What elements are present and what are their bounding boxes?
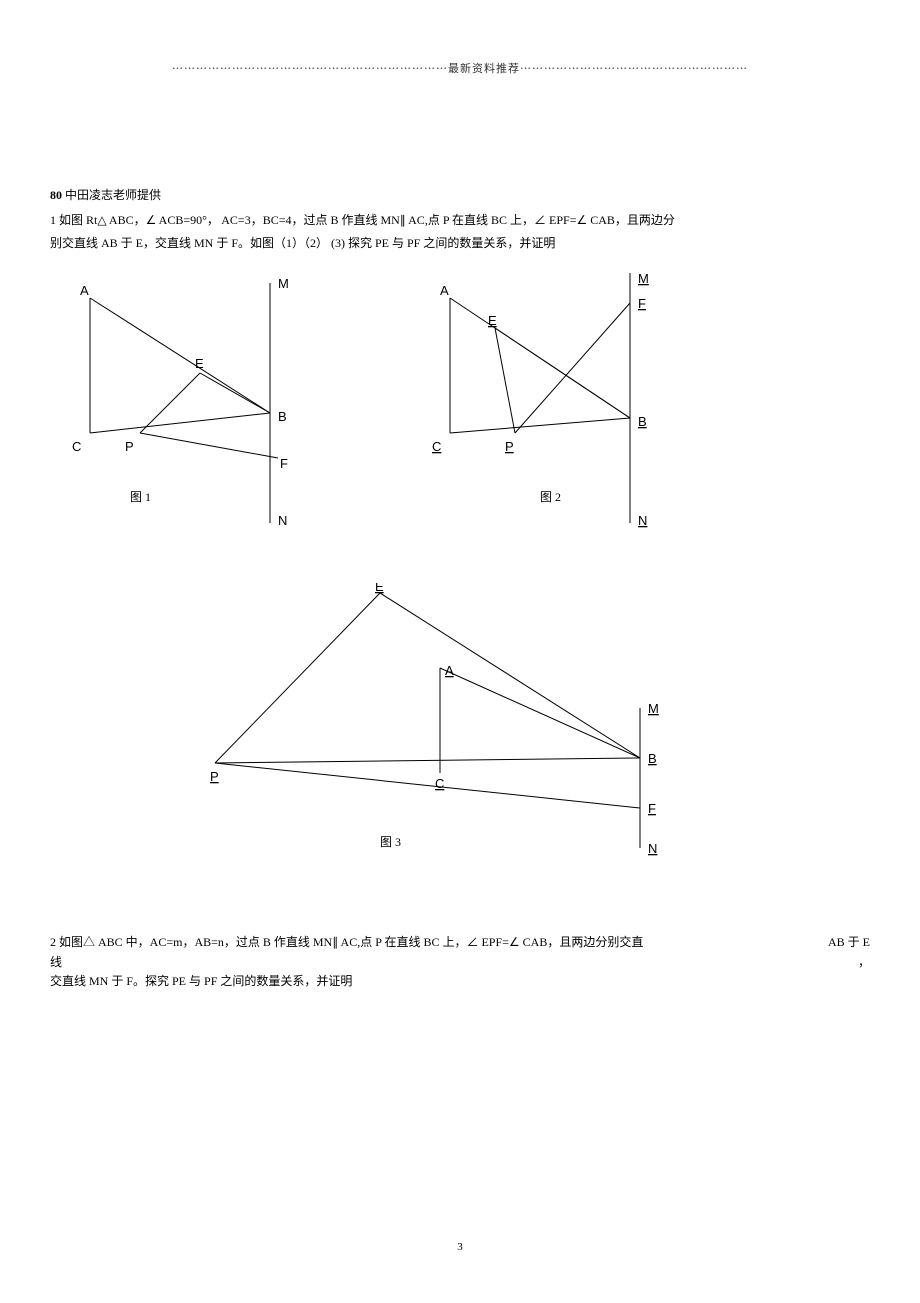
label-C: C bbox=[72, 439, 81, 454]
label-E: E bbox=[195, 356, 204, 371]
label-A2: A bbox=[440, 283, 449, 298]
problem1-line1: 1 如图 Rt△ ABC，∠ ACB=90°， AC=3，BC=4，过点 B 作… bbox=[50, 211, 870, 230]
problem2-line1-right-bottom: ， bbox=[858, 953, 870, 972]
label-A: A bbox=[80, 283, 89, 298]
diagram-2-label: 图 2 bbox=[420, 488, 680, 505]
label-P: P bbox=[125, 439, 134, 454]
diagram-3-label: 图 3 bbox=[180, 833, 680, 850]
diagram-1-label: 图 1 bbox=[60, 488, 320, 505]
problem2-line2-left: 线 bbox=[50, 953, 62, 972]
label-M: M bbox=[278, 276, 289, 291]
diagram-3: A C B P E F M N 图 3 bbox=[180, 583, 680, 850]
provider-line: 80 中田凌志老师提供 bbox=[50, 186, 870, 203]
problem2: 2 如图△ ABC 中，AC=m，AB=n，过点 B 作直线 MN∥ AC,点 … bbox=[50, 933, 870, 991]
diagrams-container: A C B P E F M N 图 1 A C B P E F M N bbox=[50, 273, 870, 923]
label-F: F bbox=[280, 456, 288, 471]
label-F3: F bbox=[648, 801, 656, 816]
label-E2: E bbox=[488, 313, 497, 328]
label-N2: N bbox=[638, 513, 647, 528]
label-C2: C bbox=[432, 439, 441, 454]
label-A3: A bbox=[445, 663, 454, 678]
label-M2: M bbox=[638, 273, 649, 286]
diagram-1: A C B P E F M N 图 1 bbox=[60, 273, 320, 505]
problem2-line3: 交直线 MN 于 F。探究 PE 与 PF 之间的数量关系，并证明 bbox=[50, 972, 870, 991]
label-M3: M bbox=[648, 701, 659, 716]
label-E3: E bbox=[375, 583, 384, 594]
header-line: ⋯⋯⋯⋯⋯⋯⋯⋯⋯⋯⋯⋯⋯⋯⋯⋯⋯⋯⋯⋯⋯⋯⋯最新资料推荐⋯⋯⋯⋯⋯⋯⋯⋯⋯⋯⋯… bbox=[50, 60, 870, 76]
page-number: 3 bbox=[457, 1241, 463, 1253]
label-B: B bbox=[278, 409, 287, 424]
label-B2: B bbox=[638, 414, 647, 429]
label-C3: C bbox=[435, 776, 444, 791]
provider-text: 中田凌志老师提供 bbox=[62, 188, 161, 202]
problem2-line1-right-top: AB 于 E bbox=[828, 933, 870, 952]
provider-number: 80 bbox=[50, 188, 62, 202]
problem1-line2: 别交直线 AB 于 E，交直线 MN 于 F。如图（1）（2） (3) 探究 P… bbox=[50, 234, 870, 253]
label-B3: B bbox=[648, 751, 657, 766]
label-P2: P bbox=[505, 439, 514, 454]
label-P3: P bbox=[210, 769, 219, 784]
label-F2: F bbox=[638, 296, 646, 311]
label-N: N bbox=[278, 513, 287, 528]
diagram-3-svg: A C B P E F M N bbox=[180, 583, 680, 863]
diagram-2: A C B P E F M N 图 2 bbox=[420, 273, 680, 505]
problem2-line1-left: 2 如图△ ABC 中，AC=m，AB=n，过点 B 作直线 MN∥ AC,点 … bbox=[50, 933, 643, 952]
